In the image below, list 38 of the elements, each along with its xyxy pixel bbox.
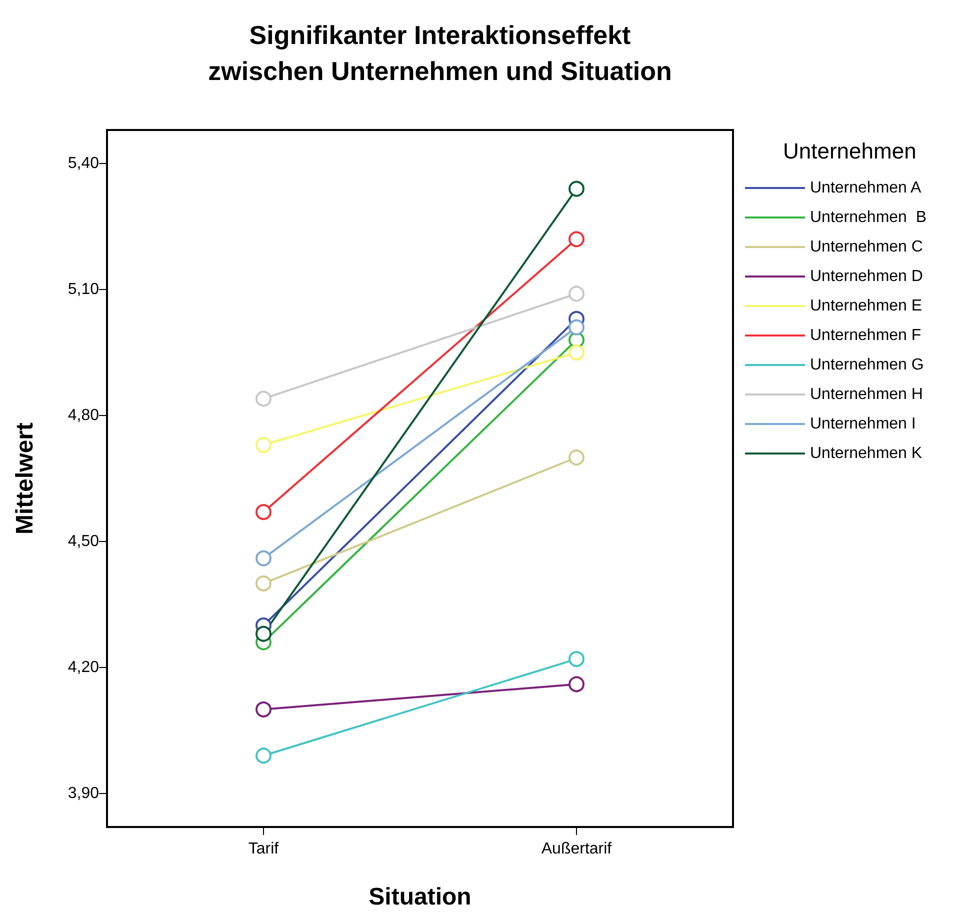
point xyxy=(568,231,584,248)
point xyxy=(568,286,584,302)
point xyxy=(568,344,584,361)
legend-label: Unternehmen C xyxy=(810,238,923,256)
legend-label: Unternehmen K xyxy=(810,445,922,462)
point xyxy=(256,748,272,764)
point xyxy=(568,676,584,692)
legend-label: Unternehmen A xyxy=(810,180,922,196)
point xyxy=(256,626,272,642)
chart-title: Signifikanter Interaktionseffekt zwischen Unternehmen und Situation xyxy=(208,20,672,86)
point xyxy=(568,651,584,668)
legend-title: Unternehmen xyxy=(783,138,916,164)
y-tick-label: 4,80 xyxy=(68,407,100,424)
legend-label: Unternehmen I xyxy=(810,416,916,432)
y-tick-label: 3,90 xyxy=(68,784,100,802)
point xyxy=(568,319,584,336)
point xyxy=(568,450,584,466)
y-axis-title: Mittelwert xyxy=(12,422,38,535)
legend-label: Unternehmen F xyxy=(810,327,922,344)
point xyxy=(256,436,272,453)
legend-label: Unternehmen G xyxy=(810,356,924,374)
point xyxy=(256,575,272,592)
y-tick-label: 5,40 xyxy=(68,155,100,172)
x-axis-title: Situation xyxy=(368,884,472,910)
point xyxy=(256,701,272,718)
point xyxy=(568,180,584,197)
x-tick-label: Außertarif xyxy=(541,840,612,858)
legend-label: Unternehmen E xyxy=(810,298,922,314)
point xyxy=(256,390,272,407)
point xyxy=(256,550,272,566)
y-tick-label: 4,20 xyxy=(68,658,100,676)
legend-label: Unternehmen D xyxy=(810,268,923,285)
y-tick-label: 4,50 xyxy=(68,532,100,550)
x-tick-label: Tarif xyxy=(248,840,280,858)
legend-label: Unternehmen B xyxy=(810,209,927,226)
y-tick-label: 5,10 xyxy=(68,281,100,298)
point xyxy=(256,504,272,520)
legend-label: Unternehmen H xyxy=(810,386,923,403)
